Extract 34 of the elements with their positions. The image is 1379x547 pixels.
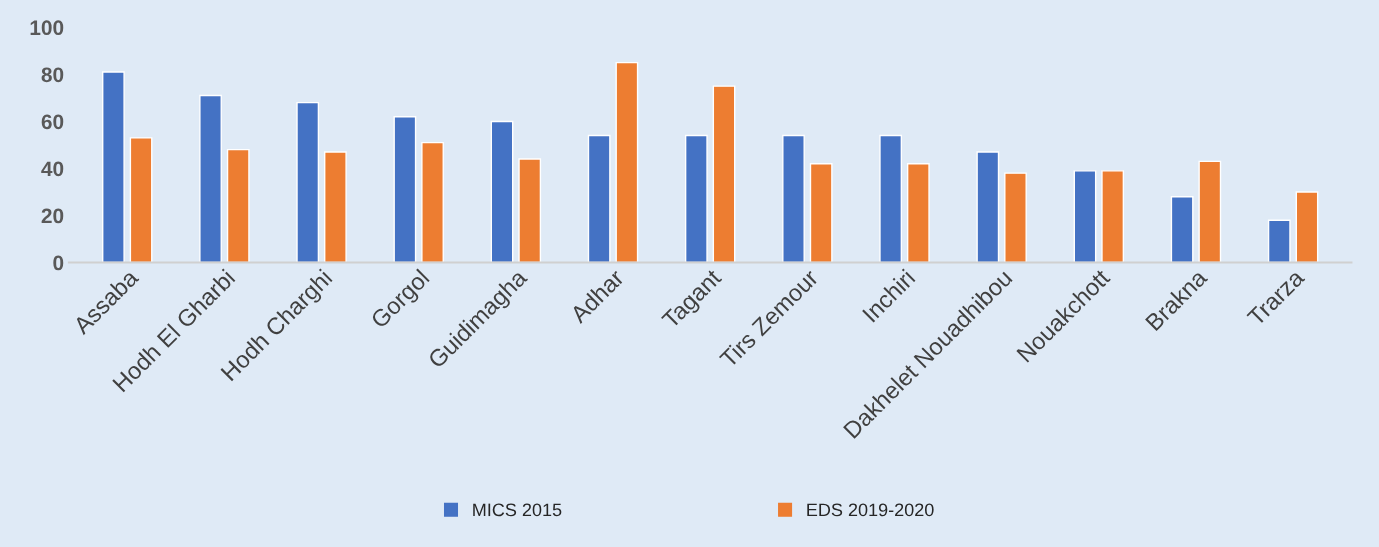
y-tick-label: 100 <box>30 20 64 36</box>
bar <box>1073 170 1097 263</box>
bar <box>518 158 542 263</box>
bar <box>421 141 444 263</box>
bar <box>1004 172 1027 263</box>
legend-label: EDS 2019-2020 <box>807 503 934 517</box>
bar <box>129 137 153 263</box>
bar <box>1295 191 1319 263</box>
bar <box>615 61 639 263</box>
bar <box>393 116 417 263</box>
bar <box>782 134 805 263</box>
bar <box>490 120 514 263</box>
legend-label: MICS 2015 <box>473 503 562 517</box>
bar <box>1101 170 1125 263</box>
bar <box>906 163 930 263</box>
bar <box>199 94 222 263</box>
bar <box>587 134 611 263</box>
bar <box>879 134 903 263</box>
y-tick-label: 0 <box>53 255 64 271</box>
bar <box>684 134 708 263</box>
y-tick-label: 40 <box>41 161 64 177</box>
bar <box>712 85 736 263</box>
y-tick-label: 60 <box>41 114 64 130</box>
bar <box>296 101 320 263</box>
bar <box>226 148 250 263</box>
bar <box>102 71 125 263</box>
bar <box>324 151 347 263</box>
y-tick-label: 20 <box>41 208 64 224</box>
bar <box>1170 196 1194 263</box>
bar <box>1267 219 1291 263</box>
bar <box>1198 160 1222 263</box>
bar <box>976 151 1000 263</box>
y-tick-label: 80 <box>41 67 64 83</box>
bar <box>809 163 833 263</box>
